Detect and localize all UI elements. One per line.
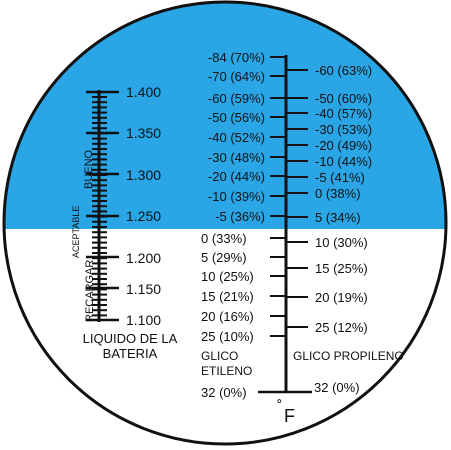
propylene-label: 5 (34%) (315, 210, 361, 225)
propylene-glycol-ticks (286, 69, 308, 328)
battery-tick-label: 1.350 (126, 125, 161, 141)
battery-tick-label: 1.200 (126, 250, 161, 266)
battery-caption: LIQUIDO DE LA (83, 331, 178, 346)
ethylene-label: -50 (56%) (208, 110, 265, 125)
battery-tick-label: 1.150 (126, 281, 161, 297)
propylene-label: -30 (53%) (315, 122, 372, 137)
ethylene-label: -30 (48%) (208, 150, 265, 165)
zone-label-recharge: RECARGAR (84, 260, 96, 322)
ethylene-caption: ETILENO (201, 364, 252, 378)
propylene-label: -60 (63%) (315, 63, 372, 78)
battery-tick-label: 1.300 (126, 167, 161, 183)
propylene-label: -20 (49%) (315, 138, 372, 153)
ethylene-label: 5 (29%) (201, 250, 247, 265)
propylene-label: 25 (12%) (315, 320, 368, 335)
propylene-label: 10 (30%) (315, 235, 368, 250)
battery-major-ticks (86, 90, 119, 322)
propylene-label: -5 (41%) (315, 170, 365, 185)
ethylene-label: -40 (52%) (208, 130, 265, 145)
fahrenheit-unit: F (284, 406, 295, 426)
ethylene-label: -10 (39%) (208, 189, 265, 204)
propylene-label: 15 (25%) (315, 261, 368, 276)
battery-tick-label: 1.400 (126, 84, 161, 100)
ethylene-label: 15 (21%) (201, 289, 254, 304)
ethylene-label: -5 (36%) (215, 209, 265, 224)
propylene-label: 0 (38%) (315, 186, 361, 201)
zone-label-good: BUENO (83, 149, 95, 189)
ethylene-label: -84 (70%) (208, 50, 265, 65)
propylene-caption: GLICO PROPILENO (293, 349, 404, 363)
battery-caption: BATERIA (103, 346, 158, 361)
battery-minor-ticks (92, 96, 107, 317)
ethylene-label: 0 (33%) (201, 231, 247, 246)
ethylene-label: -60 (59%) (208, 91, 265, 106)
ethylene-label: -20 (44%) (208, 169, 265, 184)
ethylene-label: 10 (25%) (201, 269, 254, 284)
degree-symbol: ˚ (277, 399, 282, 416)
ethylene-label: 25 (10%) (201, 329, 254, 344)
propylene-label: -50 (60%) (315, 91, 372, 106)
ethylene-label: -70 (64%) (208, 69, 265, 84)
battery-fluid-scale: 1.400 1.350 1.300 1.250 1.200 1.150 1.10… (71, 84, 178, 361)
glycol-scale: -84 (70%) -70 (64%) -60 (59%) -50 (56%) … (201, 50, 404, 426)
ethylene-zero-label: 32 (0%) (201, 385, 247, 400)
ethylene-label: 20 (16%) (201, 309, 254, 324)
zone-label-acceptable: ACEPTABLE (71, 206, 81, 258)
battery-tick-label: 1.100 (126, 312, 161, 328)
propylene-label: 20 (19%) (315, 290, 368, 305)
battery-tick-label: 1.250 (126, 208, 161, 224)
ethylene-caption: GLICO (201, 349, 238, 363)
propylene-label: -10 (44%) (315, 154, 372, 169)
propylene-zero-label: 32 (0%) (314, 380, 360, 395)
propylene-label: -40 (57%) (315, 106, 372, 121)
ethylene-glycol-ticks (258, 56, 312, 394)
